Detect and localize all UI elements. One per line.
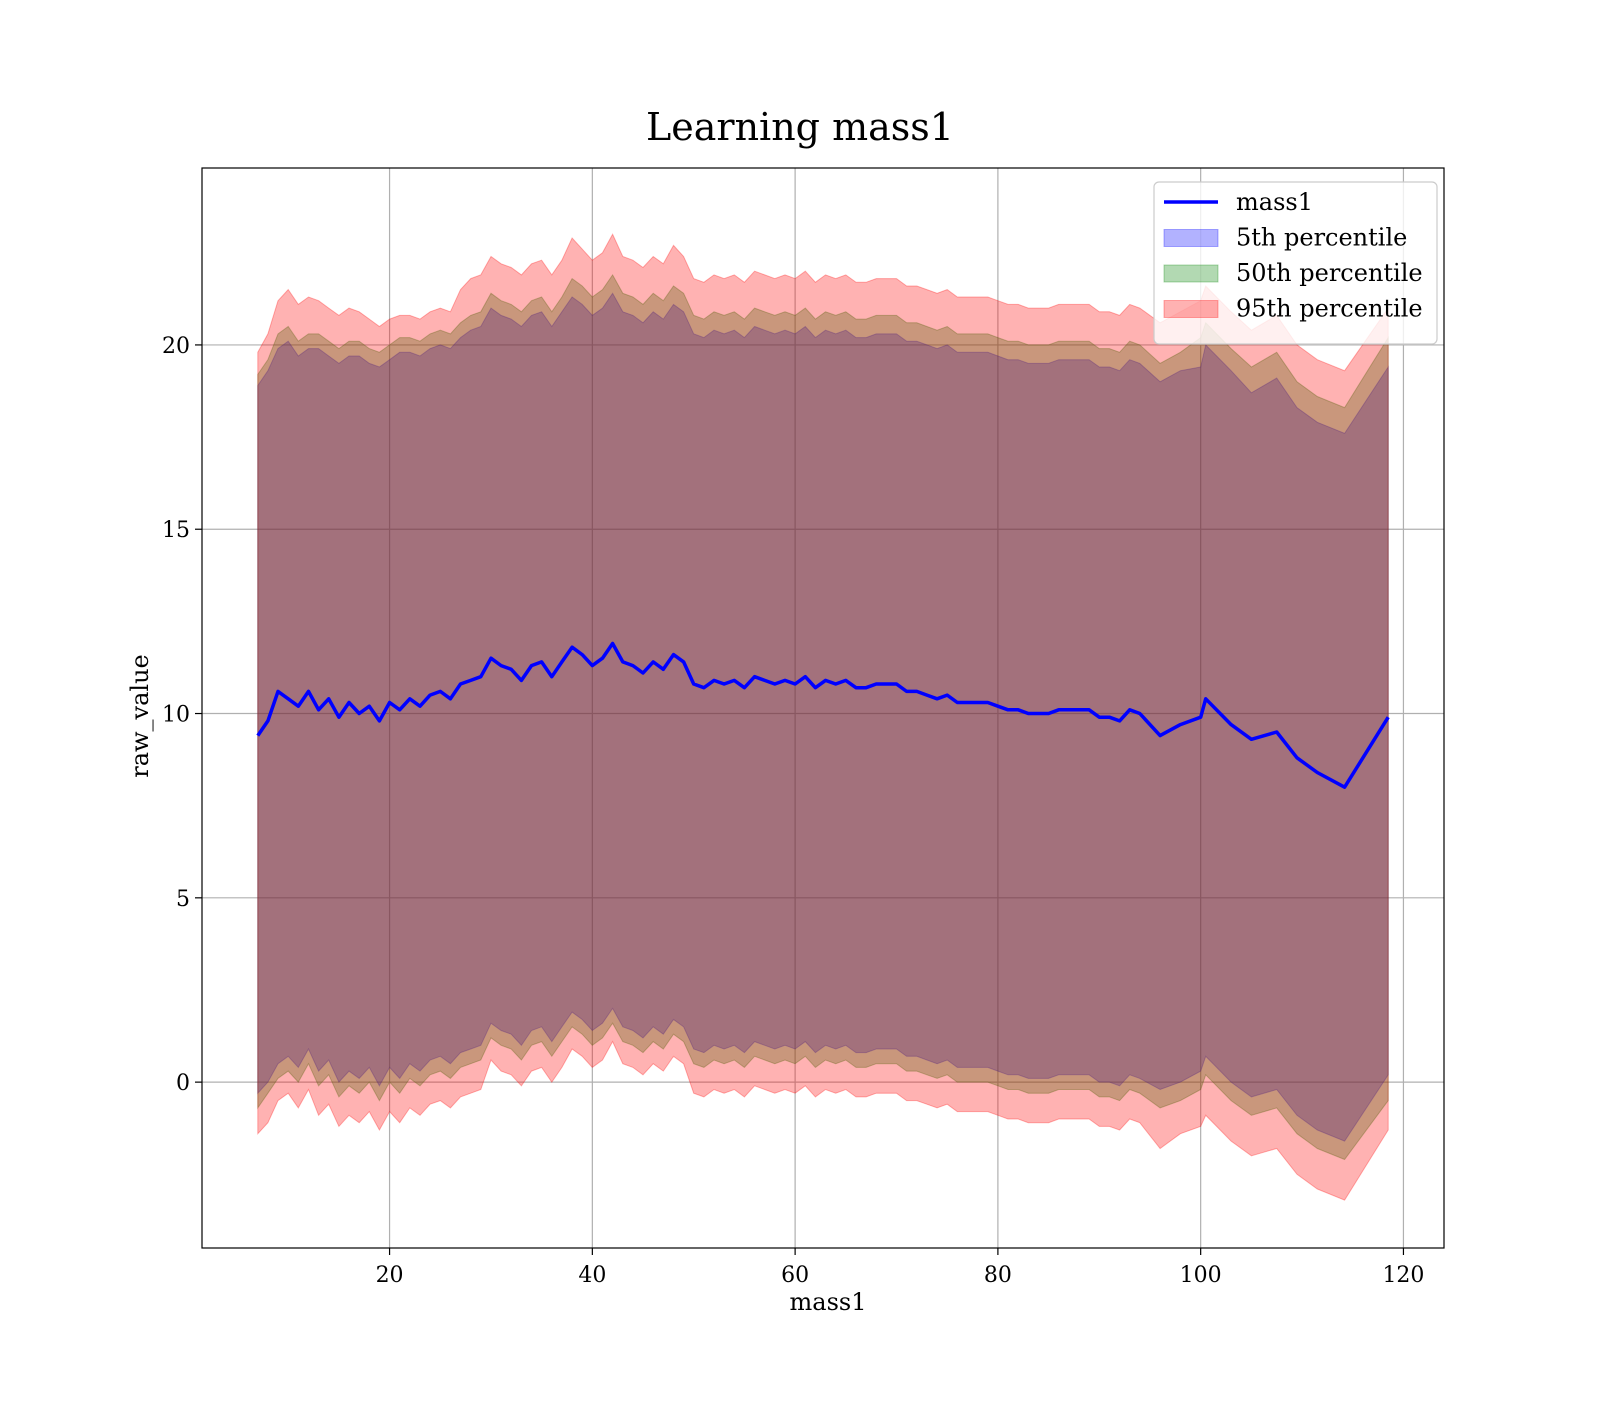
legend-swatch: [1163, 229, 1219, 247]
x-tick-label: 60: [781, 1263, 809, 1288]
band-95th-percentile: [257, 233, 1389, 1201]
legend-swatch: [1163, 264, 1219, 283]
chart-title: Learning mass1: [646, 105, 954, 149]
legend-box: [1153, 181, 1438, 345]
x-axis-label: mass1: [790, 1288, 867, 1316]
legend-label: 5th percentile: [1236, 224, 1407, 252]
legend-swatch: [1163, 300, 1219, 318]
x-tick-label: 80: [984, 1263, 1012, 1288]
line-mass1: [256, 641, 1390, 789]
band-5th-percentile: [257, 292, 1389, 1142]
x-tick-label: 20: [376, 1263, 404, 1288]
legend: mass1 5th percentile 50th percentile 95th p…: [1153, 181, 1438, 345]
y-tick-label: 5: [176, 887, 190, 912]
x-tick-label: 40: [578, 1263, 606, 1288]
plot-frame: [201, 167, 1445, 1249]
y-tick-label: 15: [162, 518, 190, 543]
axes: 20 40 60 80 100 120 0 5 10 15 20: [162, 334, 1424, 1288]
y-tick-label: 20: [162, 334, 190, 359]
band-50th-percentile: [257, 273, 1389, 1161]
y-tick-label: 10: [162, 703, 190, 728]
y-axis-label: raw_value: [126, 654, 154, 778]
grid: [202, 168, 1444, 1248]
y-tick-label: 0: [176, 1071, 190, 1096]
percentile-bands: [257, 233, 1389, 1201]
legend-label: 95th percentile: [1236, 295, 1423, 323]
x-tick-label: 100: [1180, 1263, 1222, 1288]
legend-label: 50th percentile: [1236, 259, 1423, 287]
series-lines: [256, 641, 1390, 789]
x-tick-label: 120: [1382, 1263, 1424, 1288]
legend-label: mass1: [1236, 188, 1313, 216]
